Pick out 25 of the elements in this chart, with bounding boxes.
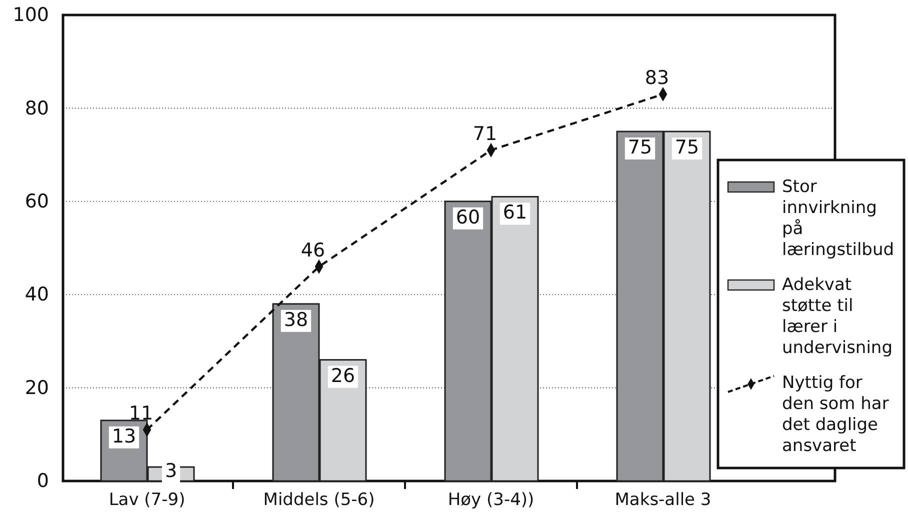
- data-label: 3: [164, 460, 178, 482]
- x-tick-label: Høy (3-4)): [448, 490, 534, 510]
- data-label: 75: [628, 136, 652, 158]
- x-tick-label: Lav (7-9): [108, 490, 186, 510]
- y-tick-label: 80: [24, 97, 49, 120]
- y-tick-label: 40: [24, 284, 49, 306]
- data-label: 83: [644, 67, 670, 90]
- data-label: 61: [502, 202, 528, 224]
- data-label: 38: [284, 308, 308, 331]
- x-tick-label: Middels (5-6): [263, 490, 375, 510]
- legend-label: Nyttig for den som har det daglige ansvaret: [782, 373, 889, 456]
- data-label: 11: [128, 402, 154, 425]
- y-tick-label: 100: [12, 4, 49, 26]
- legend-label: Adekvat støtte til lærer i undervisning: [782, 275, 892, 358]
- x-tick-label: Maks-alle 3: [614, 490, 712, 510]
- y-tick-label: 60: [24, 190, 49, 212]
- y-tick-label: 20: [24, 376, 49, 399]
- y-tick-label: 0: [36, 470, 49, 492]
- legend-label: Stor innvirkning på læringstilbud: [782, 177, 894, 260]
- data-label: 71: [472, 123, 498, 146]
- data-label: 26: [330, 364, 356, 387]
- data-label: 46: [300, 240, 326, 262]
- data-label: 13: [112, 425, 136, 448]
- data-label: 75: [674, 136, 700, 158]
- data-label: 60: [456, 206, 480, 228]
